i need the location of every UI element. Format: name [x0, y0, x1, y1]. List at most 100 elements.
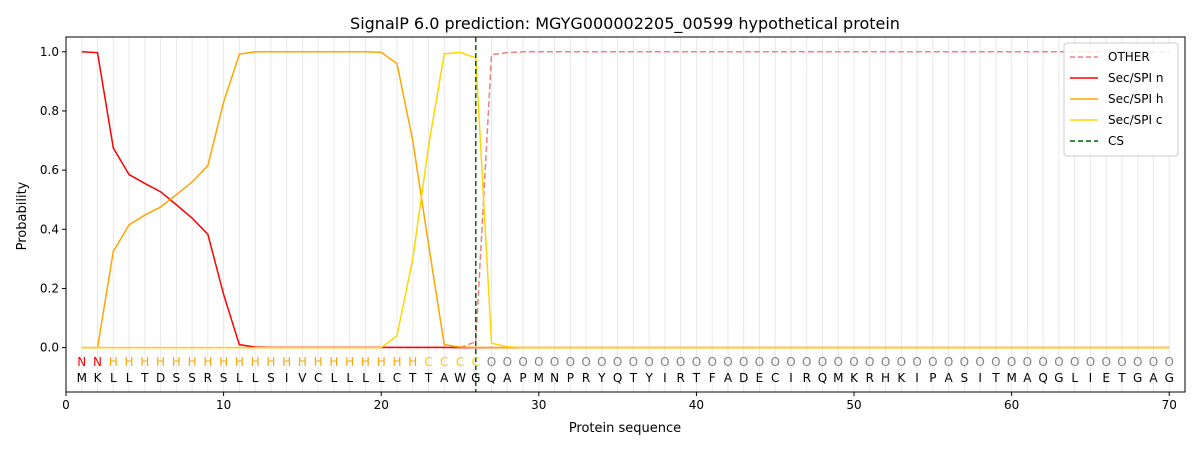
sequence-letter: I	[663, 371, 667, 385]
residue-label: O	[644, 355, 653, 369]
sequence-letter: S	[961, 371, 969, 385]
chart-title: SignalP 6.0 prediction: MGYG000002205_00…	[350, 14, 900, 34]
sequence-letter: L	[378, 371, 385, 385]
residue-label: H	[203, 355, 212, 369]
residue-label: O	[1054, 355, 1063, 369]
sequence-letter: M	[833, 371, 843, 385]
residue-label: O	[1133, 355, 1142, 369]
sequence-letter: I	[789, 371, 793, 385]
residue-label: O	[1101, 355, 1110, 369]
residue-label: O	[755, 355, 764, 369]
residue-label: O	[881, 355, 890, 369]
residue-label: N	[93, 355, 102, 369]
legend-label: CS	[1108, 134, 1124, 148]
sequence-letter: R	[803, 371, 811, 385]
sequence-letter: P	[567, 371, 574, 385]
residue-label: O	[865, 355, 874, 369]
sequence-letter: R	[204, 371, 212, 385]
sequence-letter: M	[1006, 371, 1016, 385]
sequence-letter: L	[110, 371, 117, 385]
residue-label: O	[597, 355, 606, 369]
sequence-letter: L	[236, 371, 243, 385]
residue-label: O	[660, 355, 669, 369]
residue-label: O	[581, 355, 590, 369]
x-tick-label: 0	[62, 398, 70, 412]
sequence-letter: R	[582, 371, 590, 385]
residue-label: H	[219, 355, 228, 369]
legend-box	[1063, 42, 1179, 157]
sequence-letter: K	[94, 371, 103, 385]
residue-label: O	[928, 355, 937, 369]
residue-label: O	[944, 355, 953, 369]
sequence-letter: Y	[644, 371, 653, 385]
legend-label: OTHER	[1108, 50, 1150, 64]
residue-label: O	[707, 355, 716, 369]
residue-label: O	[503, 355, 512, 369]
residue-label: H	[314, 355, 323, 369]
sequence-letter: Q	[1038, 371, 1047, 385]
residue-label: O	[739, 355, 748, 369]
residue-label: O	[676, 355, 685, 369]
residue-label: H	[188, 355, 197, 369]
residue-label: O	[1007, 355, 1016, 369]
residue-label: O	[1023, 355, 1032, 369]
residue-label: O	[1165, 355, 1174, 369]
sequence-letter: A	[1023, 371, 1032, 385]
sequence-letter: M	[77, 371, 87, 385]
residue-label: O	[550, 355, 559, 369]
residue-label: O	[786, 355, 795, 369]
sequence-letter: I	[915, 371, 919, 385]
sequence-letter: T	[991, 371, 1000, 385]
sequence-letter: S	[173, 371, 181, 385]
residue-label: O	[912, 355, 921, 369]
residue-label: O	[849, 355, 858, 369]
sequence-letter: G	[471, 371, 480, 385]
sequence-letter: N	[550, 371, 559, 385]
series-line-sec-spi-c	[81, 51, 1170, 349]
sequence-letter: C	[314, 371, 322, 385]
sequence-letter: T	[629, 371, 638, 385]
x-tick-label: 40	[689, 398, 704, 412]
residue-label: H	[251, 355, 260, 369]
series-line-other	[81, 51, 1170, 349]
sequence-letter: L	[331, 371, 338, 385]
residue-label: H	[408, 355, 417, 369]
residue-label: O	[518, 355, 527, 369]
sequence-letter: L	[1071, 371, 1078, 385]
residue-label: O	[770, 355, 779, 369]
residue-label: C	[440, 355, 448, 369]
sequence-letter: L	[126, 371, 133, 385]
sequence-letter: R	[676, 371, 684, 385]
x-tick-label: 20	[374, 398, 389, 412]
sequence-letter: F	[709, 371, 716, 385]
sequence-letter: I	[978, 371, 982, 385]
sequence-letter: A	[944, 371, 953, 385]
x-tick-label: 50	[846, 398, 861, 412]
sequence-letter: G	[1165, 371, 1174, 385]
sequence-letter: V	[298, 371, 307, 385]
residue-label: O	[991, 355, 1000, 369]
x-axis-label: Protein sequence	[569, 421, 681, 436]
residue-label: H	[282, 355, 291, 369]
y-tick-label: 0.8	[40, 104, 59, 118]
legend: OTHER Sec/SPI n Sec/SPI h Sec/SPI c CS	[1063, 42, 1179, 157]
sequence-letter: Q	[613, 371, 622, 385]
residue-label: H	[392, 355, 401, 369]
sequence-letter: D	[156, 371, 165, 385]
sequence-letter: T	[408, 371, 417, 385]
residue-label: C	[424, 355, 432, 369]
x-tick-label: 30	[531, 398, 546, 412]
sequence-letter: E	[1102, 371, 1110, 385]
sequence-letter: A	[724, 371, 733, 385]
sequence-letter: S	[220, 371, 228, 385]
residue-label: C	[456, 355, 464, 369]
sequence-letter: L	[362, 371, 369, 385]
residue-label: O	[487, 355, 496, 369]
residue-label: H	[377, 355, 386, 369]
sequence-letter: P	[929, 371, 936, 385]
y-axis-label: Probability	[15, 181, 30, 250]
x-tick-label: 70	[1162, 398, 1177, 412]
series-line-sec-spi-h	[81, 51, 1170, 349]
residue-label: H	[235, 355, 244, 369]
